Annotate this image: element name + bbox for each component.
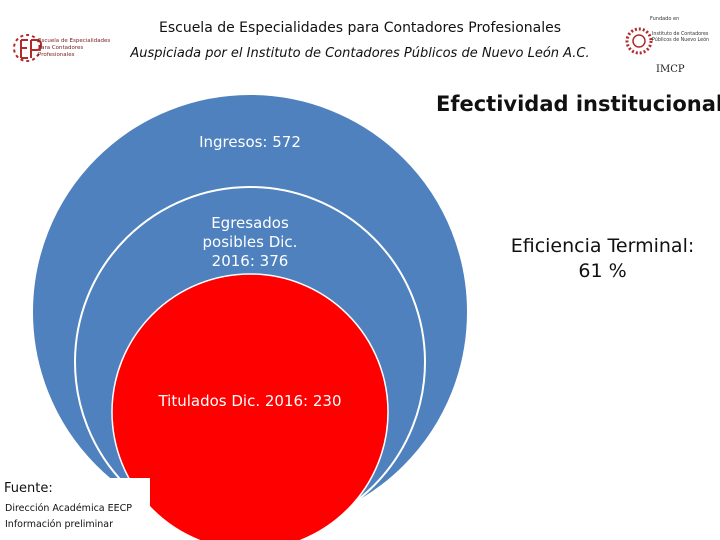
school-logo-text: Escuela de Especialidades Para Contadore… xyxy=(38,38,111,58)
school-logo-icon xyxy=(13,34,43,62)
source-label: Fuente: xyxy=(4,481,53,496)
institute-logo: Fundado en Instituto de Contadores Públi… xyxy=(622,16,714,80)
header: Escuela de Especialidades Para Contadore… xyxy=(0,0,720,90)
page-title: Escuela de Especialidades para Contadore… xyxy=(158,20,562,36)
inner-circle-label: Titulados Dic. 2016: 230 xyxy=(158,392,342,410)
institute-logo-abbr: IMCP xyxy=(656,64,685,75)
inner-circle-titulados xyxy=(111,273,389,540)
institute-logo-small-text: Fundado en xyxy=(650,16,680,22)
efficiency-label: Eficiencia Terminal: xyxy=(510,235,695,257)
outer-circle-label: Ingresos: 572 xyxy=(199,133,301,151)
efficiency-value: 61 % xyxy=(578,260,627,282)
efficiency-text: Eficiencia Terminal: 61 % xyxy=(490,234,715,284)
section-title: Efectividad institucional xyxy=(436,92,720,116)
middle-circle-label: Egresados posibles Dic. 2016: 376 xyxy=(202,214,298,270)
school-logo: Escuela de Especialidades Para Contadore… xyxy=(8,22,120,72)
page-subtitle: Auspiciada por el Instituto de Contadore… xyxy=(130,46,590,61)
institute-seal-icon xyxy=(625,27,653,55)
source-line-2: Información preliminar xyxy=(5,519,114,530)
source-line-1: Dirección Académica EECP xyxy=(5,503,133,514)
source-box xyxy=(0,478,150,540)
institute-logo-name: Instituto de Contadores Públicos de Nuev… xyxy=(652,32,710,43)
